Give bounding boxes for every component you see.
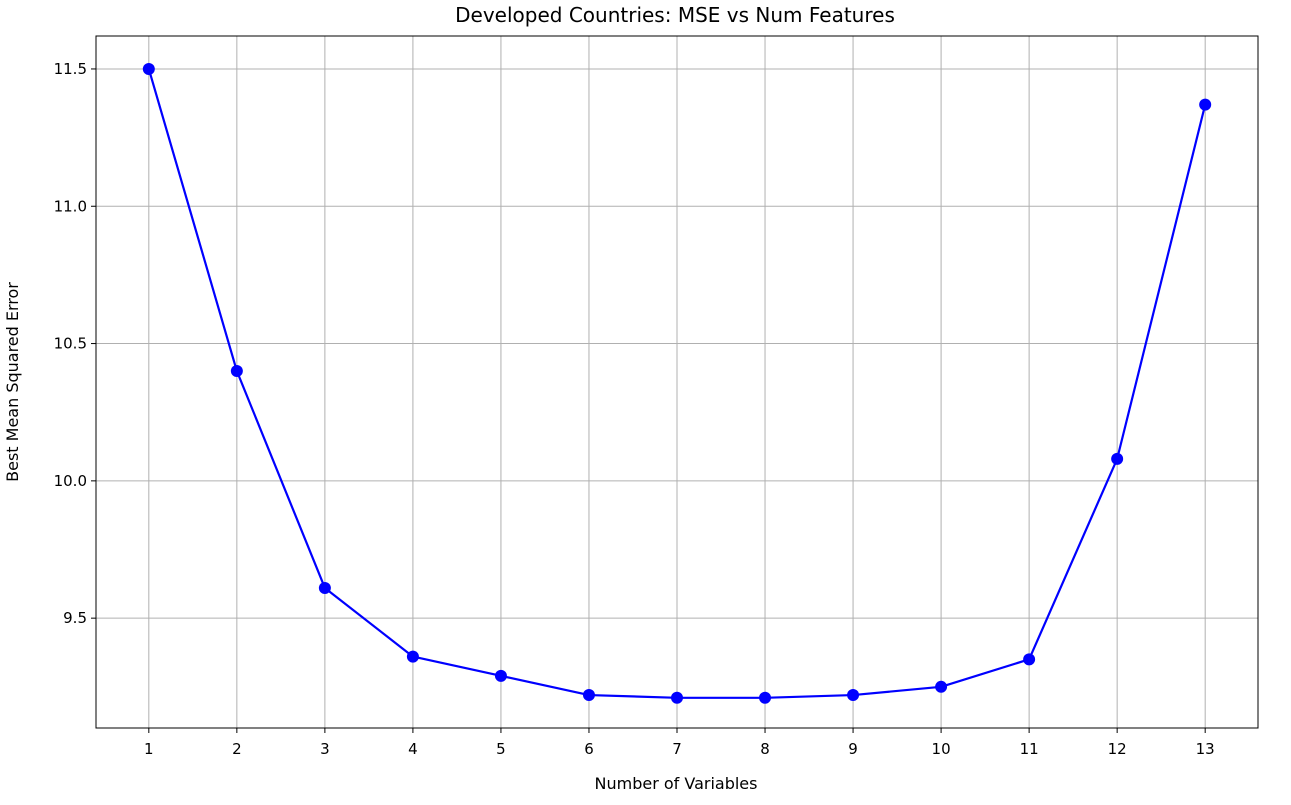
y-tick-label: 11.0 xyxy=(54,197,87,215)
data-point xyxy=(582,689,595,702)
x-tick-label: 10 xyxy=(932,740,951,758)
x-tick-label: 4 xyxy=(408,740,418,758)
data-point xyxy=(318,581,331,594)
x-tick-label: 2 xyxy=(232,740,242,758)
data-point xyxy=(230,365,243,378)
x-tick-label: 13 xyxy=(1196,740,1215,758)
chart-title: Developed Countries: MSE vs Num Features xyxy=(455,3,895,27)
data-point xyxy=(935,680,948,693)
data-point xyxy=(406,650,419,663)
data-point xyxy=(671,691,683,704)
x-tick-label: 7 xyxy=(672,740,682,758)
x-tick-label: 12 xyxy=(1108,740,1127,758)
data-point xyxy=(494,669,507,682)
y-tick-label: 9.5 xyxy=(63,609,87,627)
x-tick-label: 11 xyxy=(1020,740,1039,758)
data-point xyxy=(1023,653,1036,666)
data-point xyxy=(759,691,772,704)
x-tick-label: 6 xyxy=(584,740,594,758)
x-tick-label: 1 xyxy=(144,740,154,758)
data-point xyxy=(1199,98,1212,111)
x-tick-label: 3 xyxy=(320,740,330,758)
series-layer xyxy=(142,62,1212,704)
y-tick-label: 10.0 xyxy=(54,472,87,490)
y-tick-label: 10.5 xyxy=(54,335,87,353)
data-point xyxy=(1111,452,1124,465)
x-tick-label: 8 xyxy=(760,740,770,758)
data-point xyxy=(847,689,860,702)
y-axis-label: Best Mean Squared Error xyxy=(3,282,22,482)
x-tick-label: 9 xyxy=(848,740,858,758)
x-axis-label: Number of Variables xyxy=(595,774,758,793)
y-tick-label: 11.5 xyxy=(54,60,87,78)
grid xyxy=(96,36,1258,728)
ticks: 1 2 3 4 5 6 7 8 9 10 11 12 139.510.010.511.011.5 xyxy=(54,60,1215,758)
x-tick-label: 5 xyxy=(496,740,506,758)
data-point xyxy=(142,62,155,75)
